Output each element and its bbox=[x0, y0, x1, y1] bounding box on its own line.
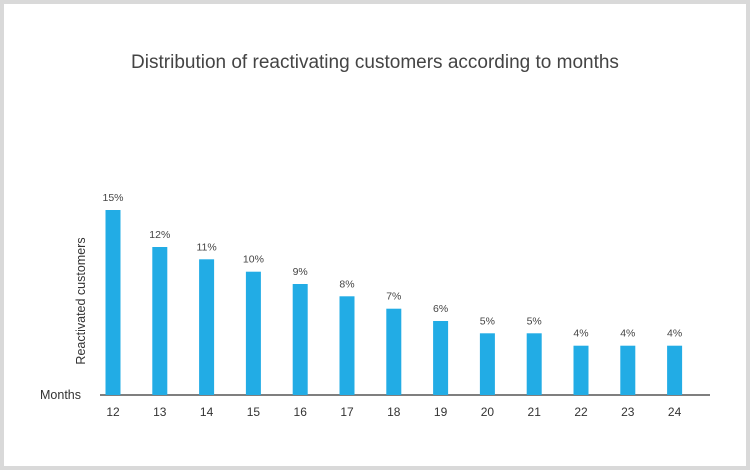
x-tick-label-22: 22 bbox=[574, 405, 588, 419]
bar-24 bbox=[667, 345, 683, 395]
x-tick-label-12: 12 bbox=[106, 405, 120, 419]
bar-chart: Months Reactivated customers 15%1212%131… bbox=[40, 192, 710, 419]
bar-18 bbox=[386, 308, 402, 395]
data-label-23: 4% bbox=[620, 328, 635, 340]
bar-22 bbox=[573, 345, 589, 395]
bar-20 bbox=[479, 333, 495, 395]
x-tick-label-13: 13 bbox=[153, 405, 167, 419]
data-label-18: 7% bbox=[386, 291, 401, 303]
data-label-21: 5% bbox=[527, 315, 542, 327]
bar-17 bbox=[339, 296, 355, 395]
chart-title: Distribution of reactivating customers a… bbox=[131, 52, 619, 73]
data-label-22: 4% bbox=[573, 328, 588, 340]
x-tick-label-16: 16 bbox=[294, 405, 308, 419]
bar-15 bbox=[245, 271, 261, 395]
bar-19 bbox=[433, 321, 449, 395]
data-label-14: 11% bbox=[196, 241, 216, 253]
bar-23 bbox=[620, 345, 636, 395]
bar-14 bbox=[199, 259, 215, 395]
bar-16 bbox=[292, 284, 308, 395]
data-label-12: 15% bbox=[102, 192, 123, 204]
data-label-16: 9% bbox=[293, 266, 308, 278]
data-label-13: 12% bbox=[149, 229, 170, 241]
data-label-17: 8% bbox=[339, 278, 354, 290]
x-tick-label-19: 19 bbox=[434, 405, 448, 419]
x-axis-label: Months bbox=[40, 388, 81, 402]
bars-group: 15% 12 12% 13 11% 14 10% 15 9% 16 8% 17 7% 18 6% 19 5% 20… bbox=[102, 192, 682, 419]
x-tick-label-23: 23 bbox=[621, 405, 635, 419]
x-tick-label-21: 21 bbox=[528, 405, 542, 419]
bar-21 bbox=[526, 333, 542, 395]
bar-13 bbox=[152, 247, 168, 395]
x-tick-label-14: 14 bbox=[200, 405, 214, 419]
x-tick-label-24: 24 bbox=[668, 405, 682, 419]
x-tick-label-20: 20 bbox=[481, 405, 495, 419]
x-tick-label-18: 18 bbox=[387, 405, 401, 419]
data-label-19: 6% bbox=[433, 303, 448, 315]
x-tick-label-17: 17 bbox=[340, 405, 354, 419]
data-label-20: 5% bbox=[480, 315, 495, 327]
bar-12 bbox=[105, 210, 121, 395]
y-axis-label: Reactivated customers bbox=[74, 237, 88, 364]
data-label-15: 10% bbox=[243, 254, 264, 266]
data-label-24: 4% bbox=[667, 328, 682, 340]
x-tick-label-15: 15 bbox=[247, 405, 261, 419]
chart-frame: Distribution of reactivating customers a… bbox=[4, 4, 746, 466]
